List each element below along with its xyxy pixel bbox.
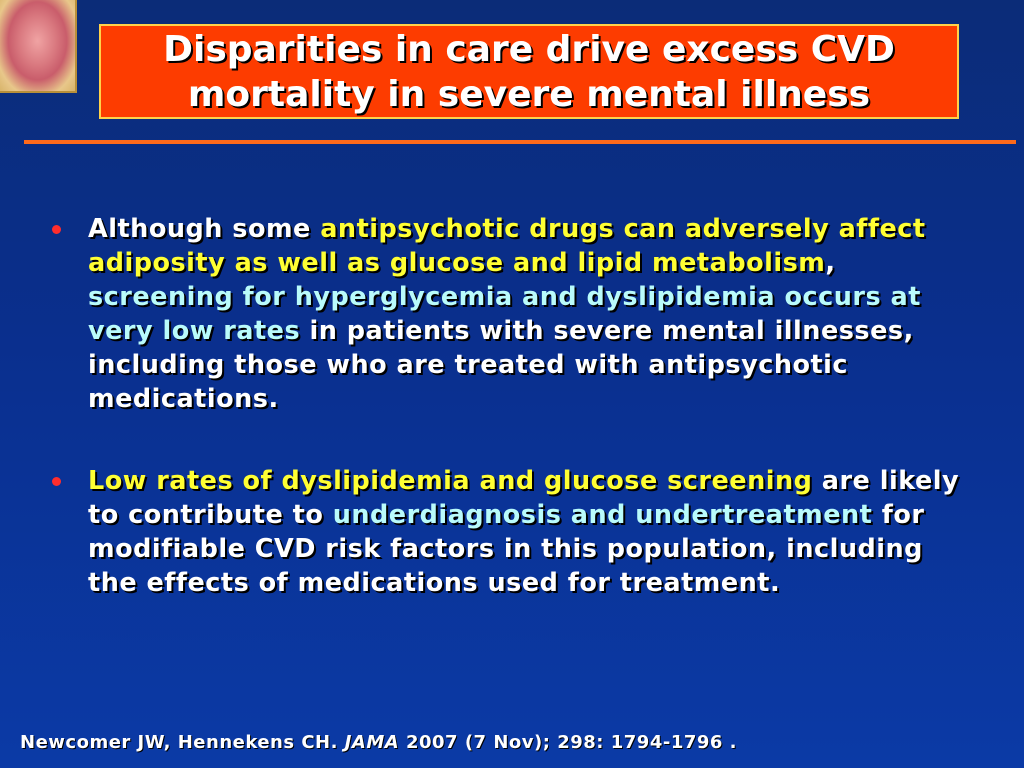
bullet-item-1: Although some antipsychotic drugs can ad…: [48, 212, 968, 416]
title-line-2: mortality in severe mental illness: [187, 73, 871, 115]
citation-details: 2007 (7 Nov); 298: 1794-1796 .: [399, 732, 738, 753]
title-line-1: Disparities in care drive excess CVD: [163, 28, 895, 70]
bullet-2-segment-2: are likely to contribute to: [88, 466, 960, 530]
heart-illustration-icon: [0, 0, 77, 93]
bullet-2-highlight-yellow: Low rates of dyslipidemia and glucose sc…: [88, 466, 813, 496]
bullet-1-segment-3: ,: [825, 248, 836, 278]
title-divider: [24, 140, 1016, 144]
citation-journal: JAMA: [344, 732, 400, 753]
bullet-list: Although some antipsychotic drugs can ad…: [48, 212, 968, 648]
bullet-1-highlight-cyan: screening for hyperglycemia and dyslipid…: [88, 282, 921, 346]
bullet-dot-icon: [52, 225, 61, 234]
bullet-1-segment-5: in patients with severe mental illnesses…: [88, 316, 914, 414]
slide-title: Disparities in care drive excess CVD mor…: [163, 27, 895, 117]
bullet-text-1: Although some antipsychotic drugs can ad…: [88, 212, 968, 416]
citation: Newcomer JW, Hennekens CH. JAMA 2007 (7 …: [20, 732, 737, 753]
bullet-text-2: Low rates of dyslipidemia and glucose sc…: [88, 464, 968, 600]
bullet-1-highlight-yellow: antipsychotic drugs can adversely affect…: [88, 214, 926, 278]
bullet-dot-icon: [52, 477, 61, 486]
bullet-1-segment-1: Although some: [88, 214, 321, 244]
bullet-2-highlight-cyan: underdiagnosis and undertreatment: [332, 500, 873, 530]
bullet-item-2: Low rates of dyslipidemia and glucose sc…: [48, 464, 968, 600]
bullet-2-segment-4: for modifiable CVD risk factors in this …: [88, 500, 925, 598]
title-banner: Disparities in care drive excess CVD mor…: [99, 24, 959, 119]
citation-authors: Newcomer JW, Hennekens CH.: [20, 732, 345, 753]
